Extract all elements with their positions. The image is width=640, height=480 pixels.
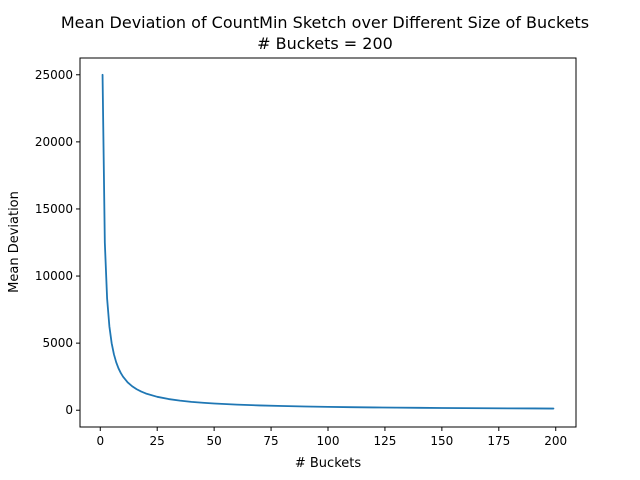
y-tick-label: 25000: [35, 68, 73, 82]
y-tick-label: 5000: [42, 336, 73, 350]
plot-area: [101, 73, 555, 410]
chart-subtitle: # Buckets = 200: [257, 34, 393, 53]
x-tick-label: 0: [96, 434, 104, 448]
x-tick-label: 150: [430, 434, 453, 448]
chart-title: Mean Deviation of CountMin Sketch over D…: [61, 13, 589, 32]
x-tick-label: 75: [263, 434, 278, 448]
x-tick-label: 100: [317, 434, 340, 448]
axes-frame: [79, 57, 577, 428]
y-axis-label: Mean Deviation: [7, 191, 22, 293]
x-axis: 0 25 50 75 100 125 150 175 200: [96, 427, 567, 448]
y-tick-label: 10000: [35, 269, 73, 283]
y-tick-label: 15000: [35, 202, 73, 216]
y-tick-label: 20000: [35, 135, 73, 149]
x-tick-label: 200: [544, 434, 567, 448]
x-tick-label: 175: [487, 434, 510, 448]
y-axis: 0 5000 10000 15000 20000 25000: [35, 68, 80, 417]
x-tick-label: 25: [150, 434, 165, 448]
x-tick-label: 50: [206, 434, 221, 448]
y-tick-label: 0: [65, 403, 73, 417]
x-axis-label: # Buckets: [295, 456, 361, 471]
series-line: [101, 73, 555, 410]
x-tick-label: 125: [373, 434, 396, 448]
